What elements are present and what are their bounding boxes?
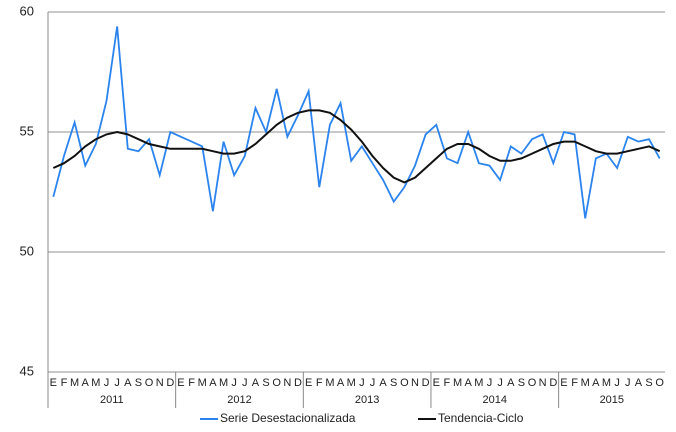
x-tick-label: J bbox=[370, 377, 376, 389]
legend-label: Tendencia-Ciclo bbox=[438, 411, 524, 425]
y-tick-label: 45 bbox=[20, 363, 34, 378]
legend-label: Serie Desestacionalizada bbox=[220, 411, 356, 425]
x-tick-label: O bbox=[655, 377, 664, 389]
x-tick-label: O bbox=[400, 377, 409, 389]
x-tick-label: J bbox=[359, 377, 365, 389]
x-tick-label: M bbox=[325, 377, 334, 389]
year-label: 2011 bbox=[100, 394, 124, 406]
x-tick-label: M bbox=[347, 377, 356, 389]
x-tick-label: J bbox=[497, 377, 503, 389]
y-tick-label: 55 bbox=[20, 123, 34, 138]
x-tick-label: S bbox=[390, 377, 397, 389]
x-tick-label: E bbox=[305, 377, 312, 389]
x-tick-label: N bbox=[539, 377, 547, 389]
x-tick-label: S bbox=[135, 377, 142, 389]
y-tick-label: 50 bbox=[20, 243, 34, 258]
x-tick-label: M bbox=[602, 377, 611, 389]
x-tick-label: A bbox=[635, 377, 643, 389]
x-tick-label: E bbox=[433, 377, 440, 389]
x-tick-label: M bbox=[198, 377, 207, 389]
x-tick-label: F bbox=[444, 377, 451, 389]
x-tick-label: A bbox=[592, 377, 600, 389]
x-tick-label: F bbox=[316, 377, 323, 389]
x-tick-label: J bbox=[487, 377, 493, 389]
x-tick-label: M bbox=[474, 377, 483, 389]
y-tick-label: 60 bbox=[20, 3, 34, 18]
x-tick-label: M bbox=[581, 377, 590, 389]
x-tick-label: J bbox=[231, 377, 237, 389]
x-tick-label: O bbox=[528, 377, 537, 389]
year-label: 2015 bbox=[600, 394, 624, 406]
x-tick-label: D bbox=[166, 377, 174, 389]
x-tick-label: J bbox=[242, 377, 248, 389]
x-tick-label: A bbox=[337, 377, 345, 389]
x-tick-label: F bbox=[188, 377, 195, 389]
series-line bbox=[52, 109, 661, 184]
x-tick-label: J bbox=[104, 377, 110, 389]
x-tick-label: D bbox=[549, 377, 557, 389]
x-tick-label: A bbox=[507, 377, 515, 389]
year-label: 2013 bbox=[355, 394, 379, 406]
x-tick-label: N bbox=[156, 377, 164, 389]
x-tick-label: E bbox=[50, 377, 57, 389]
x-tick-label: J bbox=[614, 377, 620, 389]
x-tick-label: M bbox=[453, 377, 462, 389]
x-tick-label: M bbox=[70, 377, 79, 389]
x-tick-label: D bbox=[422, 377, 430, 389]
x-tick-label: O bbox=[145, 377, 154, 389]
x-tick-label: M bbox=[219, 377, 228, 389]
x-tick-label: M bbox=[91, 377, 100, 389]
x-tick-label: A bbox=[124, 377, 132, 389]
x-tick-label: F bbox=[571, 377, 578, 389]
year-label: 2012 bbox=[227, 394, 251, 406]
x-tick-label: S bbox=[645, 377, 652, 389]
x-tick-label: S bbox=[518, 377, 525, 389]
x-tick-label: J bbox=[625, 377, 631, 389]
x-tick-label: E bbox=[560, 377, 567, 389]
x-tick-label: A bbox=[379, 377, 387, 389]
x-tick-label: E bbox=[177, 377, 184, 389]
x-tick-label: S bbox=[262, 377, 269, 389]
x-tick-label: J bbox=[114, 377, 120, 389]
x-tick-label: N bbox=[411, 377, 419, 389]
x-tick-label: A bbox=[82, 377, 90, 389]
x-tick-label: A bbox=[465, 377, 473, 389]
x-tick-label: A bbox=[252, 377, 260, 389]
x-tick-label: F bbox=[61, 377, 68, 389]
series-line bbox=[52, 26, 661, 219]
x-tick-label: D bbox=[294, 377, 302, 389]
year-label: 2014 bbox=[483, 394, 507, 406]
x-tick-label: N bbox=[283, 377, 291, 389]
x-tick-label: A bbox=[209, 377, 217, 389]
x-tick-label: O bbox=[272, 377, 281, 389]
